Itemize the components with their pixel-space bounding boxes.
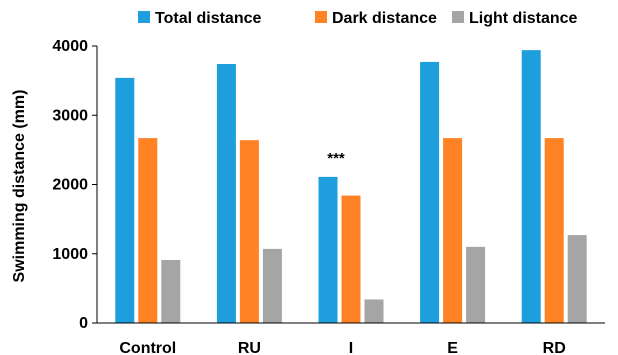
legend-swatch xyxy=(315,11,327,23)
bar-rd-light-distance xyxy=(567,235,587,323)
y-tick-label: 2000 xyxy=(52,177,88,194)
y-tick-label: 4000 xyxy=(52,38,88,55)
bar-ru-light-distance xyxy=(262,248,282,323)
y-tick-label: 0 xyxy=(79,315,88,332)
bar-e-total-distance xyxy=(420,61,440,324)
bar-control-total-distance xyxy=(115,77,135,323)
y-tick-label: 1000 xyxy=(52,246,88,263)
bar-rd-dark-distance xyxy=(544,138,564,323)
bar-control-light-distance xyxy=(161,259,181,323)
bar-e-light-distance xyxy=(466,246,486,323)
bar-i-total-distance xyxy=(318,176,338,323)
annotations: *** xyxy=(327,150,345,167)
legend-swatch xyxy=(138,11,150,23)
x-axis-labels: Control RU I E RD xyxy=(119,340,565,355)
y-axis-ticks: 0 1000 2000 3000 4000 xyxy=(52,38,97,332)
x-tick-label: Control xyxy=(119,340,176,355)
significance-annotation: *** xyxy=(327,150,345,167)
legend-label: Dark distance xyxy=(332,10,437,27)
bar-control-dark-distance xyxy=(138,138,158,323)
y-tick-label: 3000 xyxy=(52,107,88,124)
legend-swatch xyxy=(452,11,464,23)
x-tick-label: RD xyxy=(543,340,566,355)
y-axis-title: Swimming distance (mm) xyxy=(11,90,28,283)
bar-ru-dark-distance xyxy=(239,140,259,323)
legend-label: Light distance xyxy=(469,10,578,27)
bar-ru-total-distance xyxy=(216,64,236,323)
bar-i-light-distance xyxy=(364,299,384,323)
bar-i-dark-distance xyxy=(341,195,361,323)
bars xyxy=(115,50,587,324)
legend: Total distance Dark distance Light distanc… xyxy=(138,10,578,27)
x-tick-label: E xyxy=(447,340,458,355)
x-tick-label: RU xyxy=(238,340,261,355)
bar-e-dark-distance xyxy=(443,138,463,323)
x-tick-label: I xyxy=(349,340,353,355)
bar-rd-total-distance xyxy=(521,50,541,323)
legend-label: Total distance xyxy=(155,10,261,27)
